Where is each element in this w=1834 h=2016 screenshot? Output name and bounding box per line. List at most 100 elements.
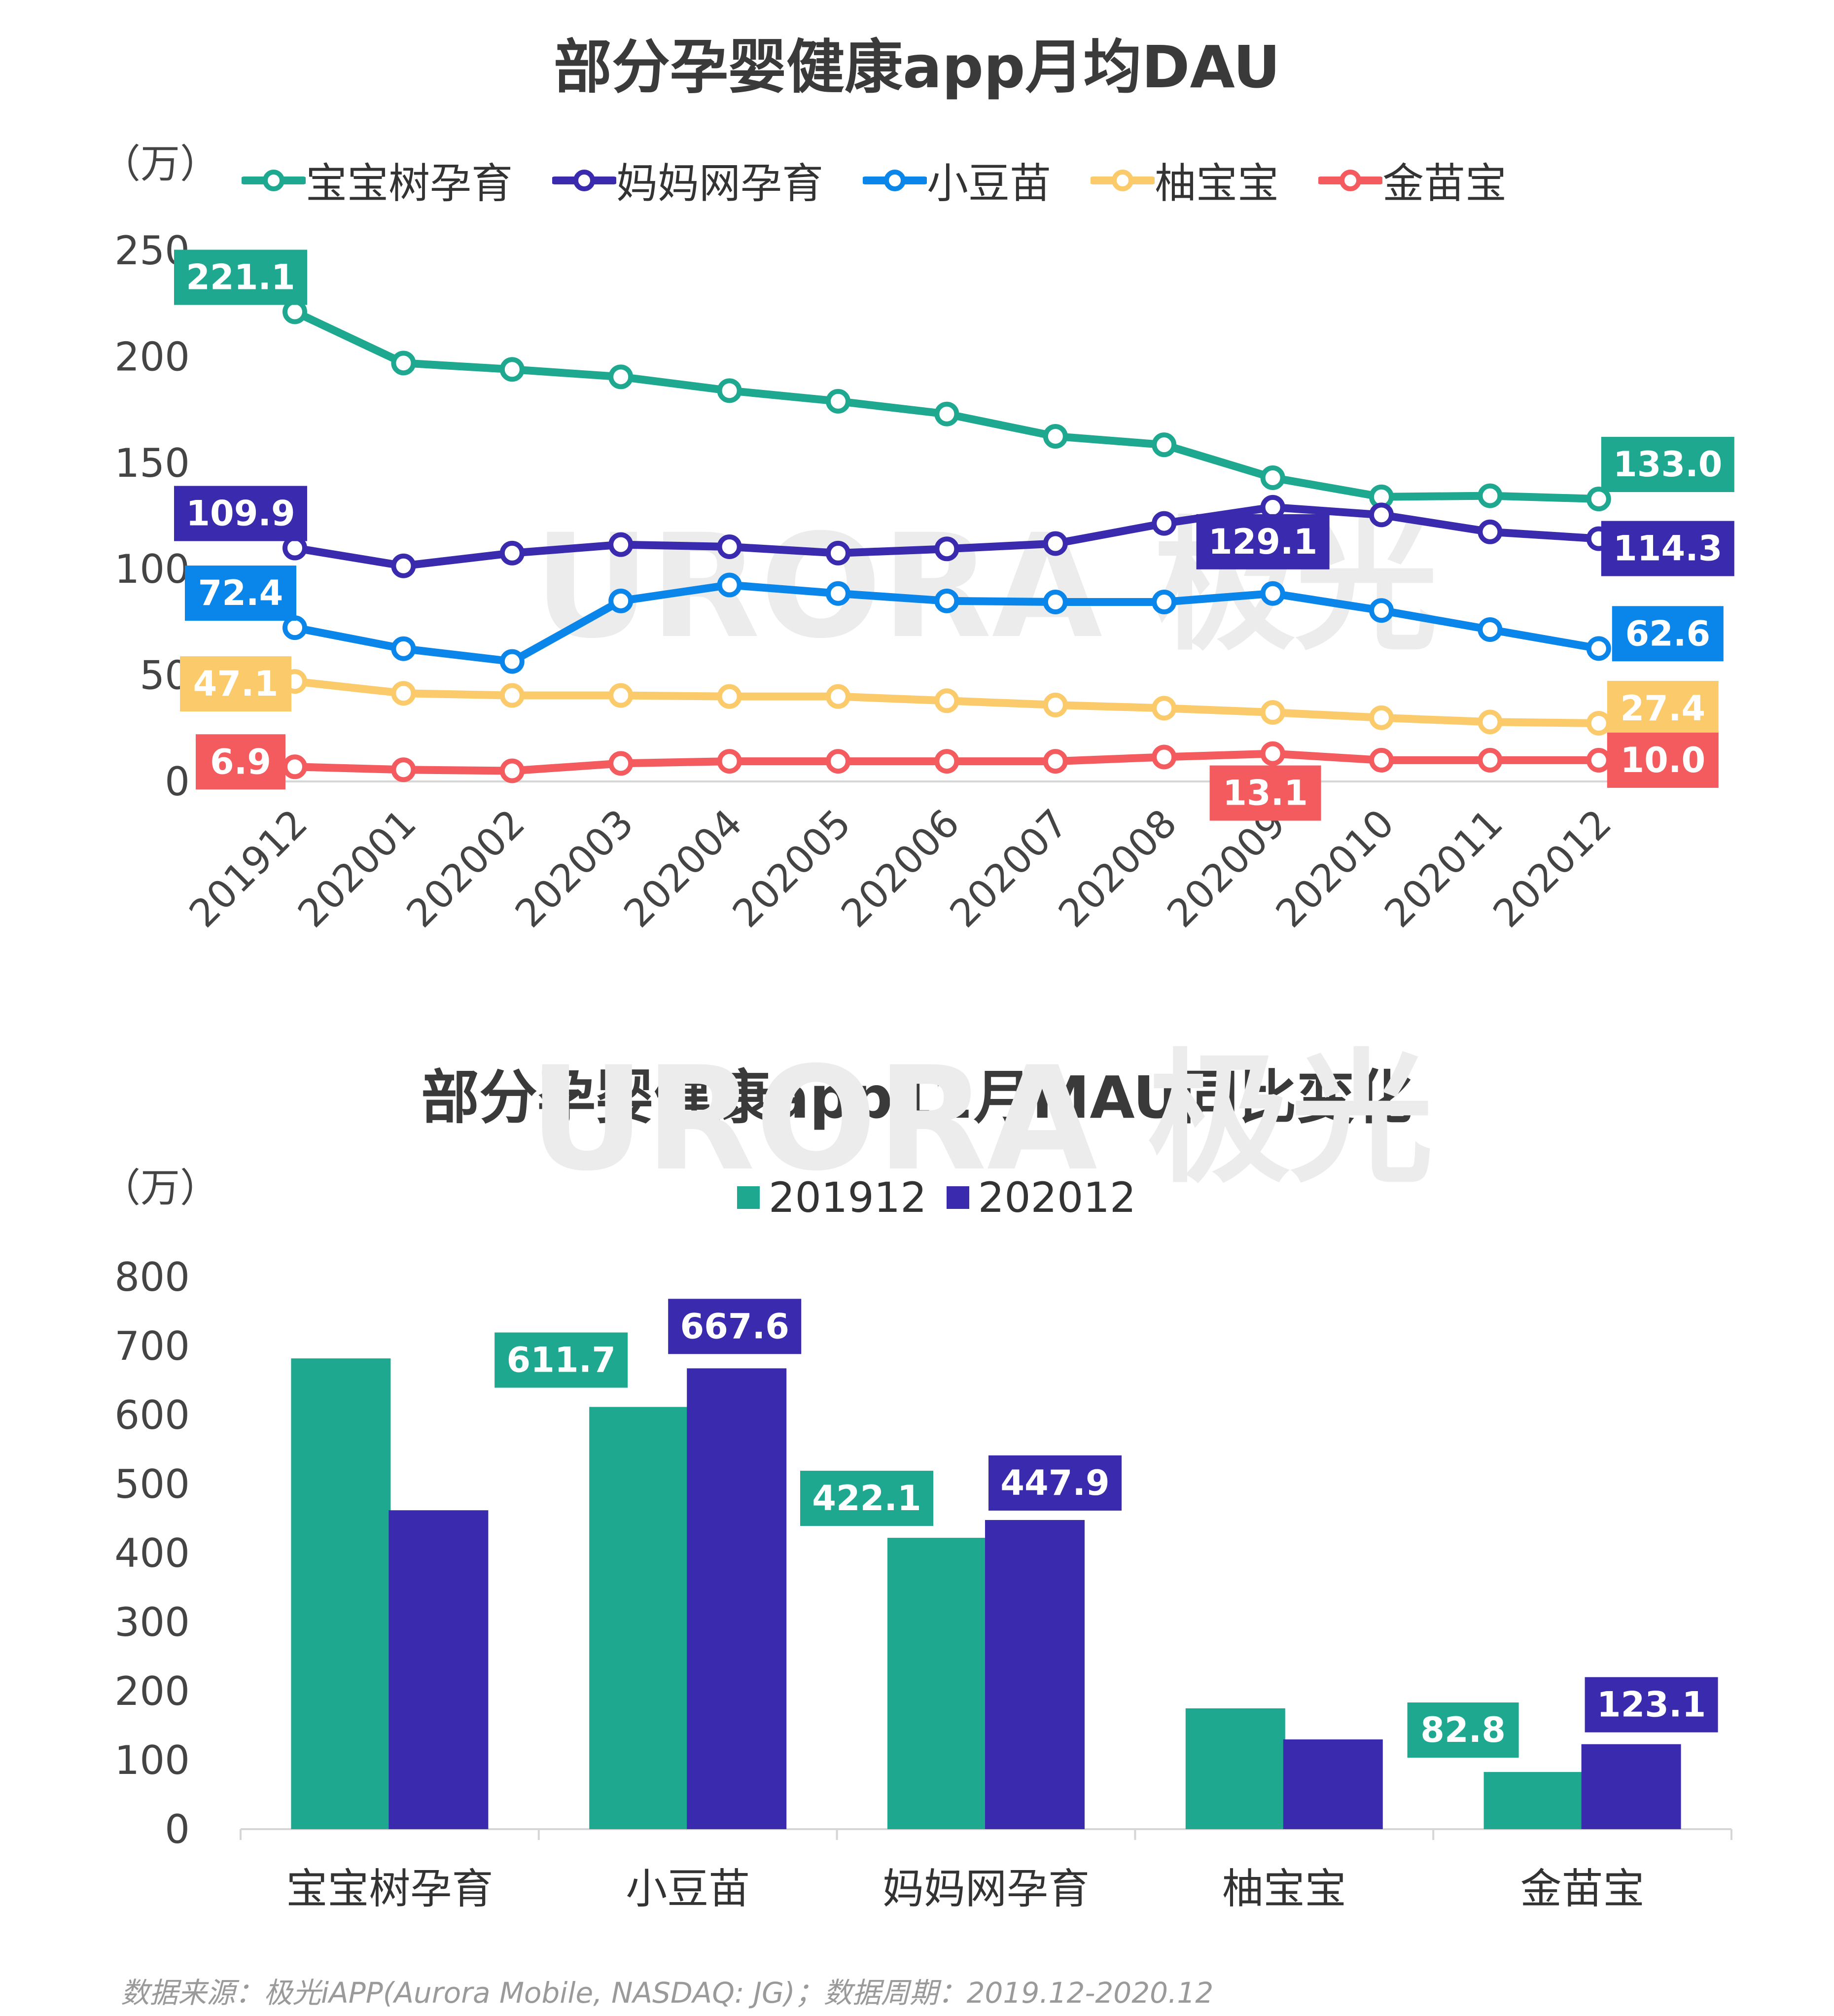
bar-chart-unit: （万） bbox=[101, 1165, 219, 1211]
data-point bbox=[1586, 487, 1611, 512]
bar bbox=[687, 1368, 787, 1829]
y-tick-label: 800 bbox=[114, 1254, 190, 1300]
data-label-box bbox=[1196, 514, 1330, 569]
data-point bbox=[1478, 709, 1503, 735]
data-point bbox=[391, 681, 416, 706]
legend-line-marker bbox=[1091, 169, 1155, 191]
data-label-box bbox=[174, 486, 307, 541]
bar-chart-legend: 201912 202012 bbox=[737, 1173, 1156, 1222]
data-point bbox=[717, 684, 742, 709]
data-point bbox=[499, 758, 525, 783]
data-point bbox=[499, 649, 525, 674]
x-category-label: 金苗宝 bbox=[1520, 1865, 1645, 1913]
data-point bbox=[934, 588, 959, 613]
data-label: 47.1 bbox=[193, 664, 279, 704]
legend-label: 妈妈网孕育 bbox=[616, 159, 824, 208]
data-point bbox=[608, 532, 634, 557]
x-tick-label: 202008 bbox=[1050, 801, 1185, 936]
data-point bbox=[608, 364, 634, 389]
data-point bbox=[1260, 700, 1285, 725]
data-point bbox=[717, 572, 742, 598]
data-point bbox=[1260, 741, 1285, 766]
y-tick-label: 200 bbox=[114, 334, 190, 380]
y-tick-label: 0 bbox=[165, 1806, 190, 1852]
bar bbox=[1283, 1739, 1383, 1829]
bar bbox=[1581, 1744, 1681, 1829]
data-point bbox=[1043, 589, 1068, 614]
bar bbox=[887, 1538, 987, 1829]
data-label: 123.1 bbox=[1597, 1685, 1706, 1725]
x-tick-label: 202010 bbox=[1268, 801, 1403, 936]
data-point bbox=[1478, 617, 1503, 642]
data-point bbox=[1152, 511, 1177, 536]
data-label: 133.0 bbox=[1613, 444, 1722, 485]
x-tick-label: 202006 bbox=[833, 801, 968, 936]
data-point bbox=[391, 553, 416, 578]
data-label: 611.7 bbox=[506, 1340, 615, 1380]
line-chart: URORA 极光05010015020025020191220200120200… bbox=[114, 228, 1734, 936]
y-tick-label: 300 bbox=[114, 1599, 190, 1645]
x-category-label: 柚宝宝 bbox=[1222, 1865, 1346, 1913]
legend-item: 柚宝宝 bbox=[1091, 150, 1279, 210]
data-label-box bbox=[1601, 437, 1734, 493]
bar-chart-title: 部分孕婴健康app12月MAU同比变化 bbox=[421, 1063, 1413, 1132]
data-label-box bbox=[180, 656, 291, 712]
y-tick-label: 0 bbox=[165, 759, 190, 805]
legend-line-marker bbox=[863, 169, 927, 191]
data-point bbox=[1369, 747, 1394, 773]
legend-item: 小豆苗 bbox=[863, 150, 1051, 210]
y-tick-label: 150 bbox=[114, 440, 190, 486]
x-tick-label: 202009 bbox=[1159, 801, 1294, 936]
y-tick-label: 100 bbox=[114, 546, 190, 592]
legend-label: 202012 bbox=[978, 1173, 1136, 1222]
data-label-box bbox=[1601, 521, 1734, 576]
data-point bbox=[826, 540, 850, 566]
data-point bbox=[1369, 705, 1394, 730]
x-tick-label: 202001 bbox=[290, 801, 425, 936]
legend-swatch bbox=[946, 1186, 969, 1209]
x-category-label: 妈妈网孕育 bbox=[882, 1865, 1090, 1913]
data-point bbox=[608, 588, 634, 613]
data-point bbox=[1260, 465, 1285, 490]
data-point bbox=[391, 636, 416, 661]
data-label: 667.6 bbox=[680, 1306, 789, 1346]
data-label-box bbox=[800, 1471, 933, 1526]
bar bbox=[985, 1520, 1085, 1829]
data-label-box bbox=[1607, 732, 1719, 788]
legend-line-marker bbox=[1318, 169, 1383, 191]
x-tick-label: 202003 bbox=[507, 801, 642, 936]
data-point bbox=[608, 683, 634, 708]
data-point bbox=[1586, 710, 1611, 736]
data-point bbox=[1478, 483, 1503, 508]
legend-label: 201912 bbox=[769, 1173, 927, 1222]
data-source-footer: 数据来源：极光iAPP(Aurora Mobile, NASDAQ: JG)；数… bbox=[121, 1976, 1214, 2010]
x-tick-label: 202011 bbox=[1376, 801, 1512, 936]
data-point bbox=[499, 357, 525, 382]
data-label-box bbox=[1407, 1702, 1519, 1758]
data-label: 6.9 bbox=[210, 742, 271, 782]
x-tick-label: 202002 bbox=[398, 801, 533, 936]
data-label: 422.1 bbox=[812, 1478, 921, 1519]
data-point bbox=[934, 536, 959, 562]
legend-label: 金苗宝 bbox=[1382, 159, 1507, 208]
y-tick-label: 400 bbox=[114, 1530, 190, 1576]
data-label-box bbox=[1585, 1677, 1718, 1733]
data-point bbox=[826, 684, 850, 709]
data-label: 447.9 bbox=[1000, 1463, 1109, 1503]
data-label: 129.1 bbox=[1208, 522, 1317, 562]
bar bbox=[388, 1510, 489, 1829]
data-point bbox=[826, 389, 850, 414]
x-tick-label: 201912 bbox=[181, 801, 316, 936]
data-point bbox=[608, 751, 634, 776]
data-point bbox=[1152, 696, 1177, 721]
data-label-box bbox=[185, 566, 296, 621]
legend-item: 宝宝树孕育 bbox=[242, 150, 513, 210]
bar bbox=[589, 1407, 689, 1829]
watermark: URORA 极光 bbox=[529, 1036, 1433, 1203]
data-point bbox=[826, 749, 850, 774]
data-label: 109.9 bbox=[186, 494, 295, 534]
legend-label: 柚宝宝 bbox=[1155, 159, 1279, 208]
data-label: 221.1 bbox=[186, 257, 295, 298]
x-category-label: 宝宝树孕育 bbox=[286, 1865, 493, 1913]
x-category-label: 小豆苗 bbox=[626, 1865, 750, 1913]
